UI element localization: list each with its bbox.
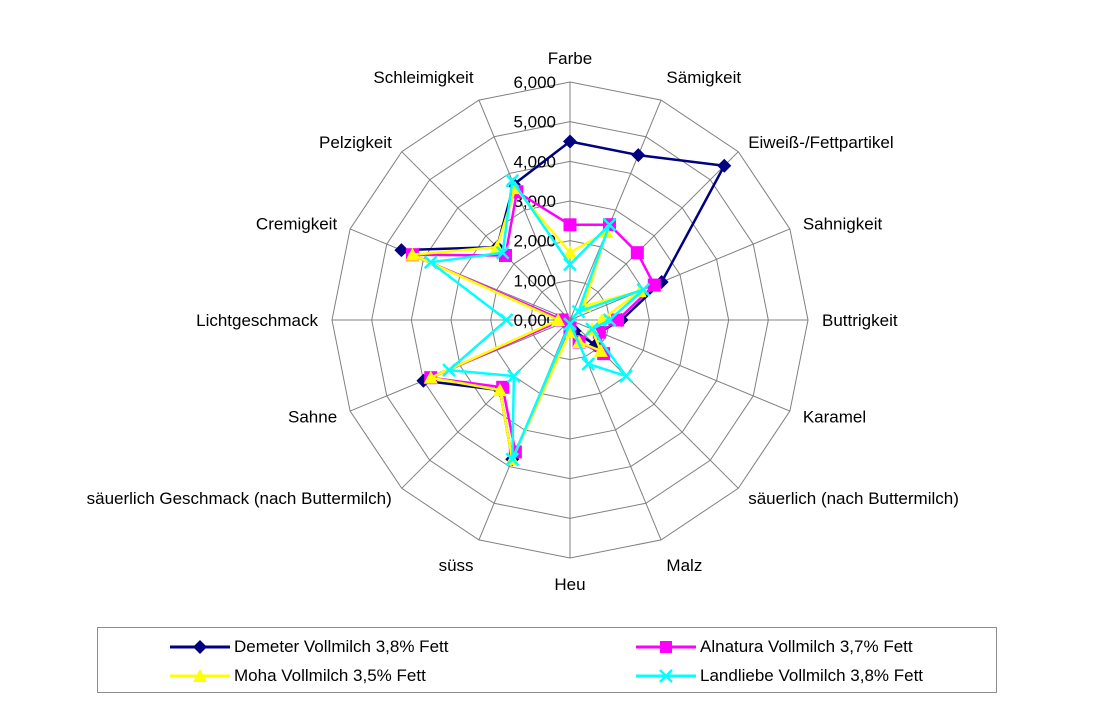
legend-label: Demeter Vollmilch 3,8% Fett	[234, 637, 449, 656]
data-point	[499, 313, 514, 327]
category-label: Sahne	[288, 407, 337, 426]
data-point	[505, 452, 520, 467]
category-label: Buttrigkeit	[822, 311, 898, 330]
legend: Demeter Vollmilch 3,8% Fett Alnatura Vol…	[97, 627, 997, 693]
data-point	[619, 369, 633, 383]
category-label: säuerlich Geschmack (nach Buttermilch)	[87, 489, 392, 508]
legend-item-landliebe: Landliebe Vollmilch 3,8% Fett	[636, 664, 923, 688]
data-point	[571, 304, 586, 319]
tick-label: 4,000	[513, 152, 556, 171]
legend-marker-triangle	[170, 669, 230, 682]
category-label: Sämigkeit	[666, 68, 741, 87]
category-label: Eiweiß-/Fettpartikel	[748, 133, 893, 152]
data-point	[647, 278, 661, 292]
data-point	[442, 363, 456, 377]
data-point	[581, 357, 596, 371]
legend-item-moha: Moha Vollmilch 3,5% Fett	[170, 664, 426, 688]
data-point	[717, 158, 732, 173]
legend-item-alnatura: Alnatura Vollmilch 3,7% Fett	[636, 635, 913, 659]
data-point	[563, 218, 577, 232]
category-label: Sahnigkeit	[803, 215, 883, 234]
data-point	[551, 313, 566, 326]
data-point	[631, 148, 646, 163]
category-label: Cremigkeit	[256, 215, 338, 234]
data-point	[495, 245, 510, 260]
grid-spoke	[569, 319, 791, 412]
category-label: säuerlich (nach Buttermilch)	[748, 489, 959, 508]
data-point	[593, 343, 608, 357]
category-label: Lichtgeschmack	[196, 311, 318, 330]
grid-spoke	[478, 99, 571, 321]
grid-spoke	[401, 151, 571, 321]
legend-marker-diamond	[170, 640, 230, 654]
category-label: Pelzigkeit	[319, 133, 392, 152]
legend-label: Moha Vollmilch 3,5% Fett	[234, 666, 426, 685]
data-point	[563, 245, 577, 259]
data-point	[563, 134, 577, 149]
grid-spoke	[569, 99, 662, 321]
category-label: Heu	[554, 575, 585, 594]
data-point	[602, 217, 617, 232]
grid-spoke	[569, 228, 791, 321]
data-point	[423, 255, 438, 270]
grid-spoke	[569, 151, 739, 321]
legend-label: Alnatura Vollmilch 3,7% Fett	[700, 637, 913, 656]
legend-marker-x	[636, 669, 696, 683]
series-diamond	[394, 134, 732, 467]
radar-grid	[331, 81, 809, 559]
data-point	[636, 282, 651, 297]
data-point	[423, 370, 438, 384]
series-line	[400, 140, 727, 464]
legend-label: Landliebe Vollmilch 3,8% Fett	[700, 666, 924, 685]
data-point	[405, 247, 420, 261]
tick-label: 5,000	[513, 113, 556, 132]
data-point	[563, 257, 577, 272]
series-layer	[394, 134, 732, 467]
legend-item-demeter: Demeter Vollmilch 3,8% Fett	[170, 635, 448, 659]
category-label: süss	[439, 556, 474, 575]
data-point	[507, 369, 521, 383]
data-point	[602, 313, 617, 327]
data-point	[630, 246, 644, 260]
data-point	[394, 243, 409, 258]
category-label: Malz	[666, 556, 702, 575]
tick-label: 6,000	[513, 73, 556, 92]
category-label: Farbe	[548, 49, 592, 68]
category-label: Schleimigkeit	[373, 68, 473, 87]
data-point	[492, 383, 507, 397]
grid-spoke	[401, 319, 571, 489]
data-point	[585, 322, 599, 336]
data-point	[563, 317, 577, 331]
legend-marker-square	[636, 641, 696, 653]
tick-label: 1,000	[513, 271, 556, 290]
category-label: Karamel	[803, 407, 866, 426]
series-x	[423, 173, 651, 467]
category-labels: Farbe Sämigkeit Eiweiß-/Fettpartikel Sahnig…	[87, 49, 959, 594]
data-point	[505, 173, 520, 188]
tick-label: 2,000	[513, 232, 556, 251]
